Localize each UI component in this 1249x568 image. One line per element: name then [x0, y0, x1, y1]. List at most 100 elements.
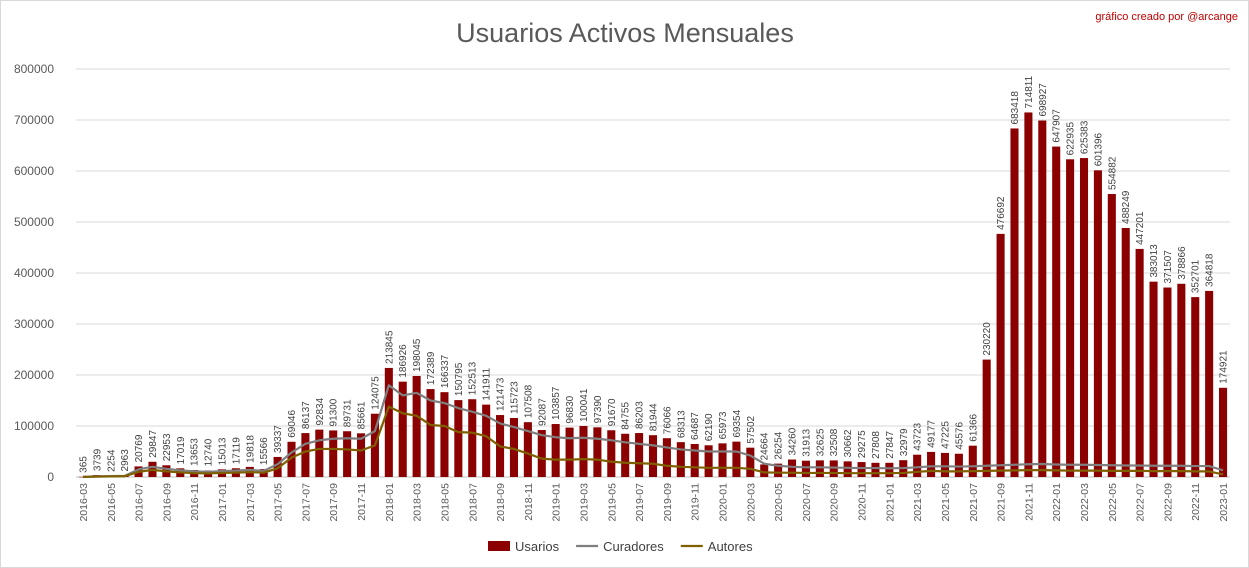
- bar-2018-06: [454, 400, 463, 477]
- bar-2017-07: [301, 433, 310, 477]
- x-tick-label: 2016-05: [106, 483, 118, 522]
- data-label-2022-08: 383013: [1149, 244, 1160, 278]
- data-label-2021-08: 230220: [982, 322, 993, 356]
- data-label-2020-11: 29275: [857, 430, 868, 458]
- data-label-2018-08: 141911: [482, 368, 493, 401]
- data-label-2017-03: 19818: [245, 435, 256, 463]
- x-tick-label: 2018-07: [467, 483, 479, 522]
- data-label-2019-06: 84755: [621, 402, 632, 430]
- data-label-2017-10: 89731: [343, 399, 354, 427]
- data-label-2021-10: 683418: [1010, 91, 1021, 125]
- data-label-2019-01: 103857: [551, 386, 562, 420]
- data-label-2016-09: 22953: [162, 433, 173, 461]
- x-tick-label: 2021-05: [940, 483, 952, 522]
- x-tick-label: 2018-01: [384, 483, 396, 522]
- bar-2021-04: [927, 451, 936, 477]
- x-tick-label: 2020-03: [745, 483, 757, 522]
- x-tick-label: 2021-07: [968, 483, 980, 522]
- data-label-2021-09: 476692: [996, 196, 1007, 230]
- data-label-2017-04: 15566: [259, 437, 270, 465]
- y-tick-label: 300000: [14, 317, 54, 331]
- x-tick-label: 2018-11: [523, 483, 535, 521]
- bar-2022-10: [1177, 283, 1186, 477]
- bar-2018-08: [482, 404, 491, 477]
- line-autores: [82, 405, 1224, 478]
- bar-2019-01: [551, 424, 560, 477]
- x-tick-label: 2020-05: [773, 483, 785, 522]
- data-label-2019-05: 91670: [607, 398, 618, 426]
- bar-2020-01: [718, 443, 727, 477]
- data-label-2020-06: 34260: [788, 427, 799, 455]
- data-label-2019-09: 76066: [662, 406, 673, 434]
- bar-2020-12: [871, 462, 880, 477]
- bar-2020-07: [801, 460, 810, 477]
- bar-2019-05: [607, 430, 616, 477]
- data-label-2019-02: 96830: [565, 395, 576, 423]
- bar-2022-03: [1079, 158, 1089, 477]
- bar-2022-08: [1149, 281, 1158, 477]
- data-label-2022-05: 554882: [1107, 156, 1118, 190]
- x-tick-label: 2016-11: [189, 483, 201, 521]
- bar-2020-03: [746, 447, 755, 477]
- bar-2018-03: [412, 375, 421, 477]
- data-label-2022-09: 371507: [1163, 250, 1174, 284]
- data-label-2018-01: 213845: [384, 330, 395, 364]
- data-label-2016-04: 3739: [92, 448, 103, 471]
- data-label-2019-10: 68313: [676, 410, 687, 438]
- bar-2017-06: [287, 441, 296, 477]
- bar-2020-09: [829, 460, 838, 477]
- data-label-2019-04: 97390: [593, 395, 604, 423]
- x-tick-label: 2020-07: [801, 483, 813, 522]
- bar-2021-08: [982, 359, 991, 477]
- data-label-2018-03: 198045: [412, 338, 423, 372]
- x-tick-label: 2022-09: [1162, 483, 1174, 522]
- data-label-2018-12: 92087: [537, 398, 548, 426]
- x-tick-label: 2023-01: [1218, 483, 1230, 522]
- bar-2019-04: [593, 427, 602, 477]
- bar-2018-10: [509, 417, 518, 477]
- data-label-2018-05: 166337: [440, 354, 451, 388]
- x-tick-label: 2019-11: [690, 483, 702, 521]
- data-label-2021-04: 49177: [927, 420, 938, 448]
- x-tick-label: 2019-09: [662, 483, 674, 522]
- legend-label-curadores: Curadores: [603, 539, 664, 554]
- data-label-2020-03: 57502: [746, 415, 757, 443]
- bar-2018-02: [398, 381, 407, 477]
- data-label-2022-12: 364818: [1205, 253, 1216, 287]
- bar-2018-07: [468, 399, 477, 477]
- data-label-2020-07: 31913: [801, 428, 812, 456]
- data-label-2017-05: 39337: [273, 425, 284, 453]
- data-labels: 365 3739 2254 2963 20769 29847 22953 17019 13653…: [78, 75, 1229, 472]
- data-label-2021-07: 61366: [968, 413, 979, 441]
- data-label-2020-02: 69354: [732, 409, 743, 437]
- y-tick-label: 700000: [14, 113, 54, 127]
- bar-2019-10: [676, 442, 685, 477]
- x-tick-label: 2019-01: [551, 483, 563, 522]
- data-label-2021-06: 45576: [954, 422, 965, 450]
- data-label-2017-02: 17119: [231, 437, 242, 465]
- data-label-2019-08: 81944: [649, 403, 660, 431]
- data-label-2018-11: 107508: [523, 384, 534, 418]
- data-label-2021-02: 32979: [899, 428, 910, 456]
- bar-2019-11: [690, 444, 699, 477]
- bar-2019-03: [579, 425, 588, 477]
- x-tick-label: 2020-09: [829, 483, 841, 522]
- bar-2021-03: [913, 454, 922, 477]
- bar-2020-04: [760, 464, 769, 477]
- bar-2021-05: [940, 452, 950, 477]
- bar-2019-06: [621, 433, 630, 477]
- data-label-2017-08: 92834: [315, 397, 326, 425]
- data-label-2020-08: 32625: [815, 428, 826, 456]
- x-tick-label: 2017-09: [328, 483, 340, 522]
- y-tick-label: 0: [47, 470, 54, 484]
- data-label-2021-05: 47225: [940, 421, 951, 449]
- x-tick-label: 2021-09: [996, 483, 1008, 522]
- data-label-2021-12: 698927: [1038, 83, 1049, 117]
- bar-2018-12: [537, 430, 546, 477]
- bar-2020-02: [732, 441, 741, 477]
- y-tick-label: 100000: [14, 419, 54, 433]
- bar-2021-11: [1024, 112, 1033, 478]
- x-tick-label: 2021-11: [1023, 483, 1035, 521]
- x-tick-label: 2021-01: [884, 483, 896, 522]
